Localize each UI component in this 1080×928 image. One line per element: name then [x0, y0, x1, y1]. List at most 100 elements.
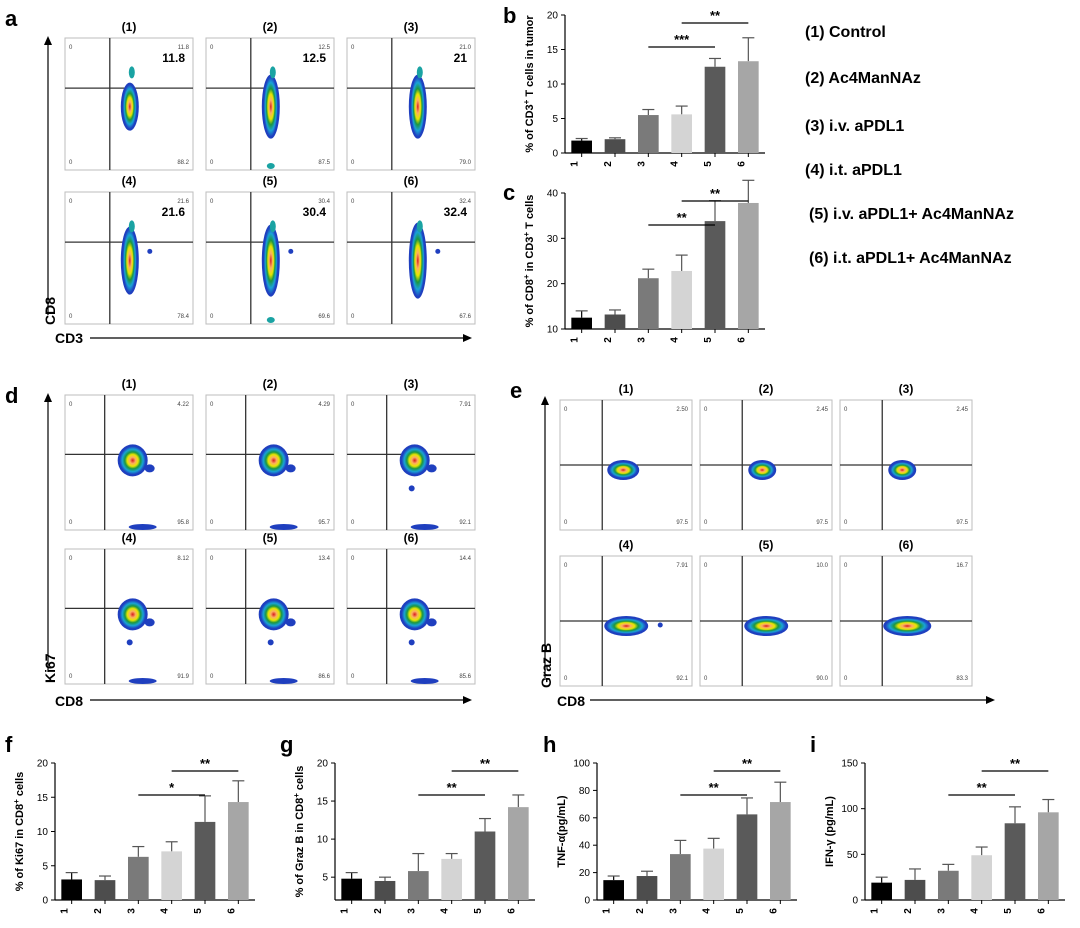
d-quadrant-lr: 85.6: [459, 674, 471, 680]
chart-g-y-tick-label: 10: [317, 835, 329, 846]
a-cell-cluster-upper: [416, 220, 423, 233]
chart-g-significance-label: **: [480, 756, 491, 771]
chart-f-y-axis-label-part: +: [12, 799, 21, 804]
chart-c-bar-2: [604, 314, 626, 329]
e-plot-3: (3) 0 0 2.45 97.5: [839, 382, 973, 531]
chart-f-bar-3: [128, 856, 149, 900]
a-cell-cluster-lower: [266, 317, 275, 323]
chart-h-x-tick-label: 5: [735, 908, 746, 914]
chart-b-y-axis-label-part: % of CD3: [524, 104, 536, 152]
chart-g-x-tick-label: 3: [406, 908, 417, 914]
d-plot-label: (6): [404, 531, 419, 545]
panel-letter-e: e: [510, 378, 522, 403]
a-cell-dot: [288, 248, 294, 254]
e-plot-label: (6): [899, 538, 914, 552]
chart-g-y-axis-label-part: +: [292, 793, 301, 798]
d-cell-population: [399, 598, 430, 631]
d-quadrant-lr: 86.6: [318, 674, 330, 680]
chart-i-y-tick-label: 0: [852, 896, 858, 907]
chart-h: 0 20 40 60 80 100 1 2 3 4 5 6 ** ** TNF-α(pg/mL): [556, 756, 797, 914]
a-quadrant-ur: 32.4: [459, 199, 471, 205]
d-x-arrowhead: [463, 696, 472, 704]
a-cell-population: [408, 222, 427, 299]
chart-h-significance-label: **: [709, 780, 720, 795]
chart-f-bar-6: [228, 802, 249, 900]
panel-letter-d: d: [5, 383, 18, 408]
chart-c-bar-4: [671, 270, 692, 329]
a-quadrant-ur-value: 21: [454, 51, 468, 65]
legend-item-5: (5) i.v. aPDL1+ Ac4ManNAz: [809, 206, 1014, 223]
d-plot-5: (5) 0 0 13.4 86.6: [205, 531, 335, 685]
d-cell-dot: [126, 639, 133, 646]
chart-g-x-tick-label: 6: [506, 908, 517, 914]
chart-c-x-tick-label: 4: [670, 337, 681, 343]
a-quadrant-ul: 0: [210, 199, 214, 205]
e-quadrant-ll: 0: [844, 676, 848, 682]
chart-f-y-axis-label-part: % of Ki67 in CD8: [14, 804, 26, 891]
legend-item-1: (1) Control: [805, 24, 886, 41]
a-plot-3: (3) 0 0 21.0 79.0 21: [346, 20, 476, 171]
e-x-axis-label: CD8: [557, 693, 585, 709]
d-quadrant-ul: 0: [69, 556, 73, 562]
a-cell-population: [261, 74, 280, 139]
a-cell-population: [120, 226, 139, 295]
a-cell-cluster-upper: [269, 220, 276, 233]
chart-b-x-tick-label: 4: [670, 161, 681, 167]
a-plot-1: (1) 0 0 11.8 88.2 11.8: [64, 20, 194, 171]
chart-i-x-tick-label: 1: [870, 908, 881, 914]
chart-c-x-tick-label: 6: [736, 337, 747, 343]
chart-h-y-axis-label: TNF-α(pg/mL): [556, 795, 568, 867]
chart-c-x-tick-label: 1: [570, 337, 581, 343]
d-cell-lower-band: [269, 678, 298, 684]
a-quadrant-ul: 0: [351, 45, 355, 51]
chart-c-bar-5: [704, 221, 726, 329]
chart-f-bar-1: [61, 879, 82, 900]
a-y-axis-label: CD8: [42, 297, 58, 325]
d-quadrant-lr: 95.8: [177, 520, 189, 526]
d-quadrant-ll: 0: [69, 520, 73, 526]
d-plot-6: (6) 0 0 14.4 85.6: [346, 531, 476, 685]
chart-b-x-tick-label: 1: [570, 161, 581, 167]
e-quadrant-ul: 0: [564, 563, 568, 569]
e-quadrant-ul: 0: [564, 407, 568, 413]
e-quadrant-ul: 0: [844, 563, 848, 569]
chart-f-significance-label: *: [169, 780, 175, 795]
chart-f-y-tick-label: 15: [37, 793, 49, 804]
chart-c-significance-label: **: [710, 186, 721, 201]
chart-i-bar-3: [938, 870, 959, 900]
chart-b-significance-label: ***: [674, 32, 690, 47]
chart-i-bar-6: [1038, 812, 1059, 900]
chart-h-y-axis-label-part: TNF-α(pg/mL): [556, 795, 568, 867]
chart-g-y-axis-label-part: cells: [294, 766, 306, 794]
e-quadrant-ur: 7.91: [676, 563, 688, 569]
a-quadrant-ul: 0: [69, 199, 73, 205]
e-quadrant-ll: 0: [564, 520, 568, 526]
chart-b-bar-3: [638, 115, 659, 153]
chart-g-x-tick-label: 4: [440, 908, 451, 914]
panel-letter-a: a: [5, 6, 18, 31]
chart-f-x-tick-label: 5: [193, 908, 204, 914]
e-quadrant-ul: 0: [844, 407, 848, 413]
panel-d: (1)004.2295.8(2)004.2995.7(3)007.9192.1(…: [42, 377, 476, 709]
chart-i-x-tick-label: 4: [970, 908, 981, 914]
d-quadrant-ul: 0: [210, 556, 214, 562]
d-quadrant-ll: 0: [351, 520, 355, 526]
chart-b-y-tick-label: 20: [547, 11, 559, 22]
a-plot-6: (6) 0 0 32.4 67.6 32.4: [346, 174, 476, 325]
e-quadrant-lr: 97.5: [816, 520, 828, 526]
chart-g-y-tick-label: 15: [317, 797, 329, 808]
chart-c-y-axis-label-part: +: [522, 274, 531, 279]
a-cell-cluster-upper: [128, 220, 135, 233]
e-plot-2: (2) 0 0 2.45 97.5: [699, 382, 833, 531]
chart-g-y-tick-label: 5: [322, 873, 328, 884]
chart-h-bar-5: [736, 814, 758, 900]
a-cell-cluster-upper: [269, 66, 276, 79]
a-quadrant-lr: 67.6: [459, 314, 471, 320]
chart-c-bar-3: [638, 278, 659, 329]
legend-item-2: (2) Ac4ManNAz: [805, 70, 921, 87]
d-quadrant-ur: 14.4: [459, 556, 471, 562]
d-cell-dot: [408, 639, 415, 646]
chart-f-y-tick-label: 20: [37, 759, 49, 770]
